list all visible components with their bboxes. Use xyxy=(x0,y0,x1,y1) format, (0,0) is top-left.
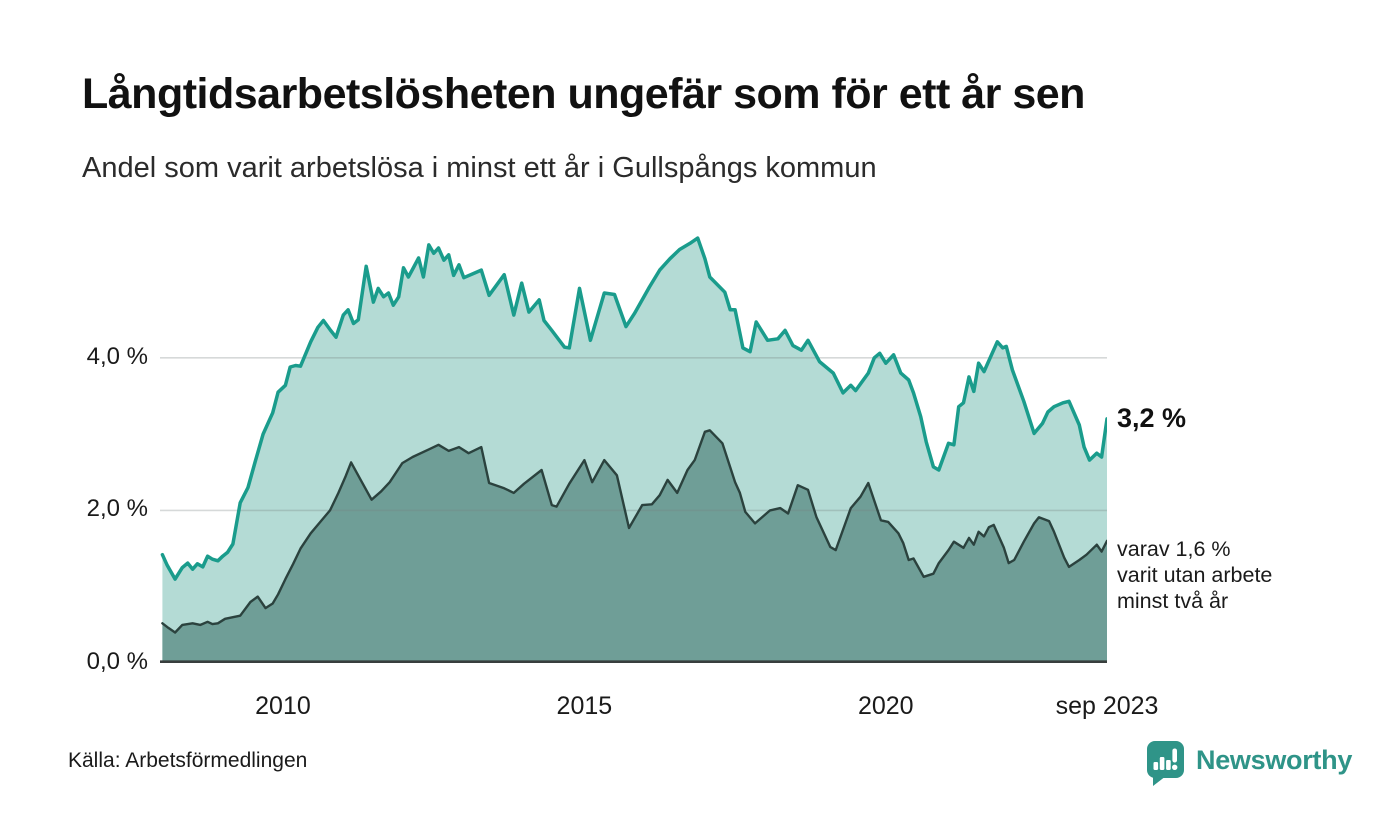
breakdown-label-line3: minst två år xyxy=(1117,589,1229,614)
x-axis-tick-label: 2010 xyxy=(255,692,311,720)
y-axis-tick-label: 4,0 % xyxy=(86,342,148,370)
newsworthy-logo: Newsworthy xyxy=(1146,740,1352,788)
breakdown-label-line2: varit utan arbete xyxy=(1117,563,1273,588)
plot-area xyxy=(160,230,1107,663)
x-axis-tick-label: 2015 xyxy=(556,692,613,720)
x-axis-tick-label: sep 2023 xyxy=(1055,692,1159,720)
chart-subtitle: Andel som varit arbetslösa i minst ett å… xyxy=(82,152,877,184)
newsworthy-wordmark: Newsworthy xyxy=(1196,745,1353,775)
x-axis-tick-label: 2020 xyxy=(857,692,914,720)
line-total xyxy=(160,236,1107,581)
y-axis-tick-label: 2,0 % xyxy=(86,495,148,523)
chart-title: Långtidsarbetslösheten ungefär som för e… xyxy=(82,70,1085,118)
y-axis-tick-label: 0,0 % xyxy=(86,648,148,675)
gridlines xyxy=(160,357,1107,512)
area-chart xyxy=(160,236,1107,663)
line-two-years xyxy=(161,429,1107,634)
source-note: Källa: Arbetsförmedlingen xyxy=(68,749,308,772)
newsworthy-logo-icon xyxy=(1147,741,1184,786)
breakdown-label-line1: varav 1,6 % xyxy=(1117,537,1231,561)
latest-value-label: 3,2 % xyxy=(1117,403,1187,433)
breakdown-label: varav 1,6 % varit utan arbete minst två … xyxy=(1117,536,1272,615)
area-fill-two-years xyxy=(162,430,1107,663)
